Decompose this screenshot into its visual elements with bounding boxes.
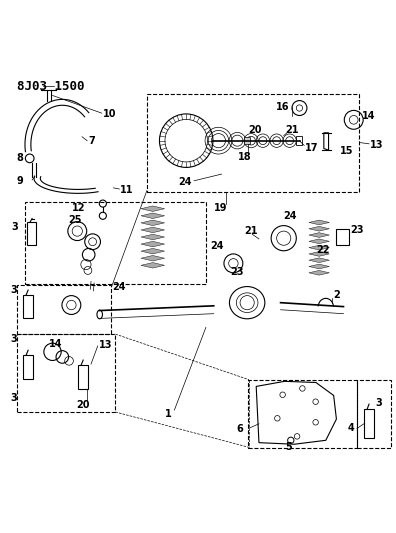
Bar	[248, 379, 357, 448]
Polygon shape	[309, 252, 329, 256]
Text: 14: 14	[49, 339, 63, 349]
Bar	[25, 201, 206, 284]
Bar	[23, 295, 33, 318]
Text: 20: 20	[76, 400, 90, 410]
Text: 8J03 1500: 8J03 1500	[17, 80, 85, 93]
Text: 9: 9	[16, 176, 23, 186]
Bar	[364, 409, 374, 438]
Polygon shape	[141, 235, 165, 240]
Polygon shape	[141, 263, 165, 268]
Polygon shape	[141, 227, 165, 233]
Text: 24: 24	[113, 282, 126, 292]
Text: 25: 25	[69, 215, 82, 225]
Text: 23: 23	[350, 225, 363, 236]
Text: 3: 3	[375, 398, 382, 408]
Text: 19: 19	[214, 203, 228, 213]
Text: 23: 23	[230, 267, 243, 277]
Text: 7: 7	[88, 136, 95, 147]
Text: 3: 3	[10, 334, 17, 344]
Polygon shape	[141, 241, 165, 247]
Text: 17: 17	[305, 143, 318, 153]
Polygon shape	[141, 206, 165, 212]
Bar	[337, 229, 349, 245]
Bar	[244, 137, 250, 144]
Bar	[147, 94, 359, 192]
Text: 21: 21	[285, 125, 298, 135]
Polygon shape	[309, 239, 329, 244]
Text: 11: 11	[120, 185, 133, 195]
Text: 14: 14	[362, 111, 375, 122]
Text: 3: 3	[10, 393, 17, 403]
Polygon shape	[309, 245, 329, 250]
Text: 1: 1	[165, 409, 172, 418]
Text: 6: 6	[236, 424, 243, 433]
Text: 20: 20	[248, 125, 262, 135]
Polygon shape	[309, 258, 329, 263]
Polygon shape	[309, 264, 329, 269]
Bar	[78, 365, 88, 389]
Polygon shape	[141, 213, 165, 219]
Text: 21: 21	[244, 226, 257, 236]
Text: 24: 24	[284, 211, 297, 221]
Polygon shape	[309, 227, 329, 231]
Text: 13: 13	[99, 340, 112, 350]
Text: 5: 5	[285, 442, 292, 451]
Bar	[23, 355, 33, 378]
Polygon shape	[309, 233, 329, 237]
Polygon shape	[141, 248, 165, 254]
Polygon shape	[141, 255, 165, 261]
Bar	[17, 285, 112, 334]
Text: 8: 8	[16, 154, 23, 163]
Text: 4: 4	[348, 423, 354, 433]
Text: 12: 12	[72, 203, 86, 213]
Bar	[357, 379, 392, 448]
Text: 15: 15	[339, 146, 353, 156]
Bar	[17, 334, 115, 412]
Text: 3: 3	[11, 222, 18, 232]
Text: 22: 22	[316, 245, 330, 255]
Text: 3: 3	[10, 285, 17, 295]
Polygon shape	[141, 220, 165, 225]
Text: 2: 2	[333, 290, 340, 300]
Bar	[27, 222, 36, 245]
Text: 24: 24	[179, 177, 192, 188]
Polygon shape	[309, 270, 329, 275]
Text: 13: 13	[370, 140, 383, 150]
Bar	[295, 136, 302, 146]
Text: 10: 10	[103, 109, 116, 119]
Text: 16: 16	[276, 102, 289, 112]
Text: 24: 24	[210, 241, 224, 251]
Polygon shape	[309, 220, 329, 225]
Text: 18: 18	[238, 152, 251, 162]
